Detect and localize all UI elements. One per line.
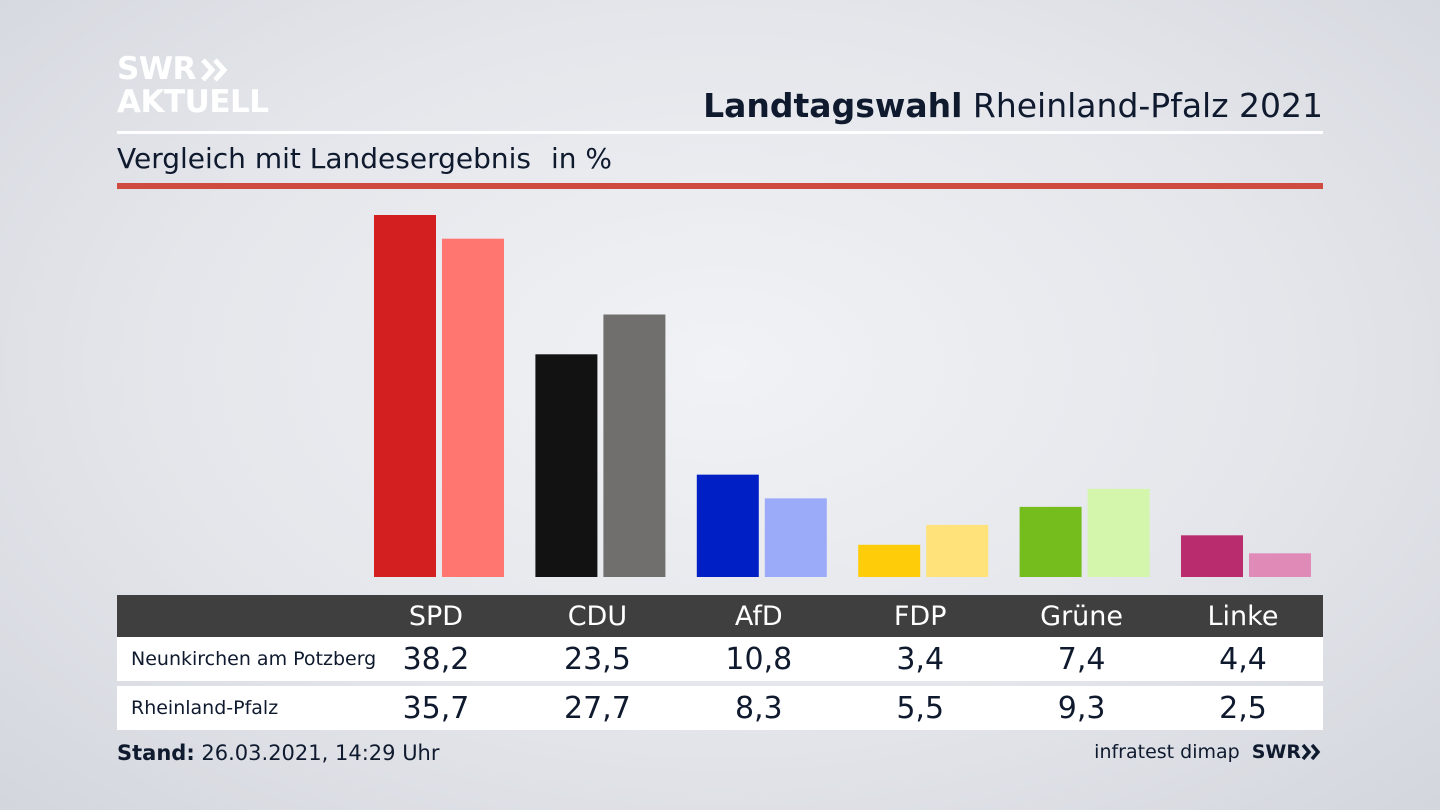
table-cell: 35,7 bbox=[402, 690, 470, 726]
bar-spd-state bbox=[442, 238, 504, 577]
column-header-gruene: Grüne bbox=[1040, 600, 1124, 632]
double-chevron-icon bbox=[201, 57, 228, 82]
bar-gruene-local bbox=[1019, 506, 1082, 577]
bar-gruene-state bbox=[1087, 488, 1150, 577]
timestamp: Stand: 26.03.2021, 14:29 Uhr bbox=[117, 741, 440, 765]
column-header-cdu: CDU bbox=[567, 600, 628, 632]
swr-brand-text: SWR bbox=[1251, 741, 1301, 763]
table-cell: 5,5 bbox=[896, 690, 945, 726]
table-cell: 9,3 bbox=[1057, 690, 1106, 726]
bar-afd-local bbox=[696, 474, 759, 577]
chart-subtitle: Vergleich mit Landesergebnis in % bbox=[117, 142, 612, 175]
stand-label: Stand: bbox=[117, 741, 195, 765]
bar-linke-state bbox=[1249, 553, 1311, 577]
source-text: infratest dimap bbox=[1094, 741, 1240, 763]
swr-aktuell-logo: SWR AKTUELL bbox=[117, 54, 269, 118]
header-divider bbox=[117, 131, 1323, 134]
title-bold: Landtagswahl bbox=[703, 86, 963, 125]
table-cell: 2,5 bbox=[1219, 690, 1267, 726]
stand-value: 26.03.2021, 14:29 Uhr bbox=[201, 741, 440, 765]
accent-divider bbox=[117, 183, 1323, 189]
bar-afd-state bbox=[764, 498, 827, 577]
column-header-spd: SPD bbox=[408, 600, 464, 632]
results-table: SPD CDU AfD FDP Grüne Linke Neunkirchen am Po… bbox=[117, 595, 1323, 730]
column-header-linke: Linke bbox=[1207, 600, 1279, 632]
column-header-fdp: FDP bbox=[893, 600, 947, 632]
bar-linke-local bbox=[1181, 535, 1243, 577]
table-cell: 7,4 bbox=[1057, 641, 1106, 677]
table-row-local: Neunkirchen am Potzberg 38,2 23,5 10,8 3,4 7… bbox=[117, 637, 1323, 681]
column-header-afd: AfD bbox=[734, 600, 783, 632]
table-cell: 3,4 bbox=[896, 641, 945, 677]
table-cell: 8,3 bbox=[734, 690, 783, 726]
row-label-state: Rheinland-Pfalz bbox=[131, 697, 279, 719]
page-title: Landtagswahl Rheinland-Pfalz 2021 bbox=[703, 86, 1323, 125]
row-label-local: Neunkirchen am Potzberg bbox=[131, 648, 377, 670]
table-cell: 27,7 bbox=[563, 690, 631, 726]
source-credit: infratest dimap SWR bbox=[1094, 741, 1323, 763]
table-cell: 10,8 bbox=[725, 641, 793, 677]
table-row-state: Rheinland-Pfalz 35,7 27,7 8,3 5,5 9,3 2,5 bbox=[117, 686, 1323, 730]
table-cell: 4,4 bbox=[1219, 641, 1267, 677]
bar-fdp-state bbox=[926, 524, 989, 577]
subtitle-unit: in % bbox=[550, 142, 613, 175]
logo-text-aktuell: AKTUELL bbox=[117, 84, 269, 120]
table-cell: 23,5 bbox=[563, 641, 631, 677]
bar-spd-local bbox=[374, 215, 436, 577]
double-chevron-icon bbox=[1301, 743, 1321, 761]
subtitle-text: Vergleich mit Landesergebnis bbox=[117, 142, 531, 175]
bar-chart bbox=[374, 215, 1311, 577]
logo-text-swr: SWR bbox=[117, 51, 196, 87]
bar-cdu-state bbox=[603, 314, 666, 577]
title-rest: Rheinland-Pfalz 2021 bbox=[972, 86, 1323, 125]
bar-fdp-local bbox=[858, 544, 921, 577]
swr-brand: SWR bbox=[1252, 741, 1323, 763]
table-header: SPD CDU AfD FDP Grüne Linke bbox=[117, 595, 1323, 637]
bar-cdu-local bbox=[535, 354, 598, 577]
table-cell: 38,2 bbox=[402, 641, 470, 677]
